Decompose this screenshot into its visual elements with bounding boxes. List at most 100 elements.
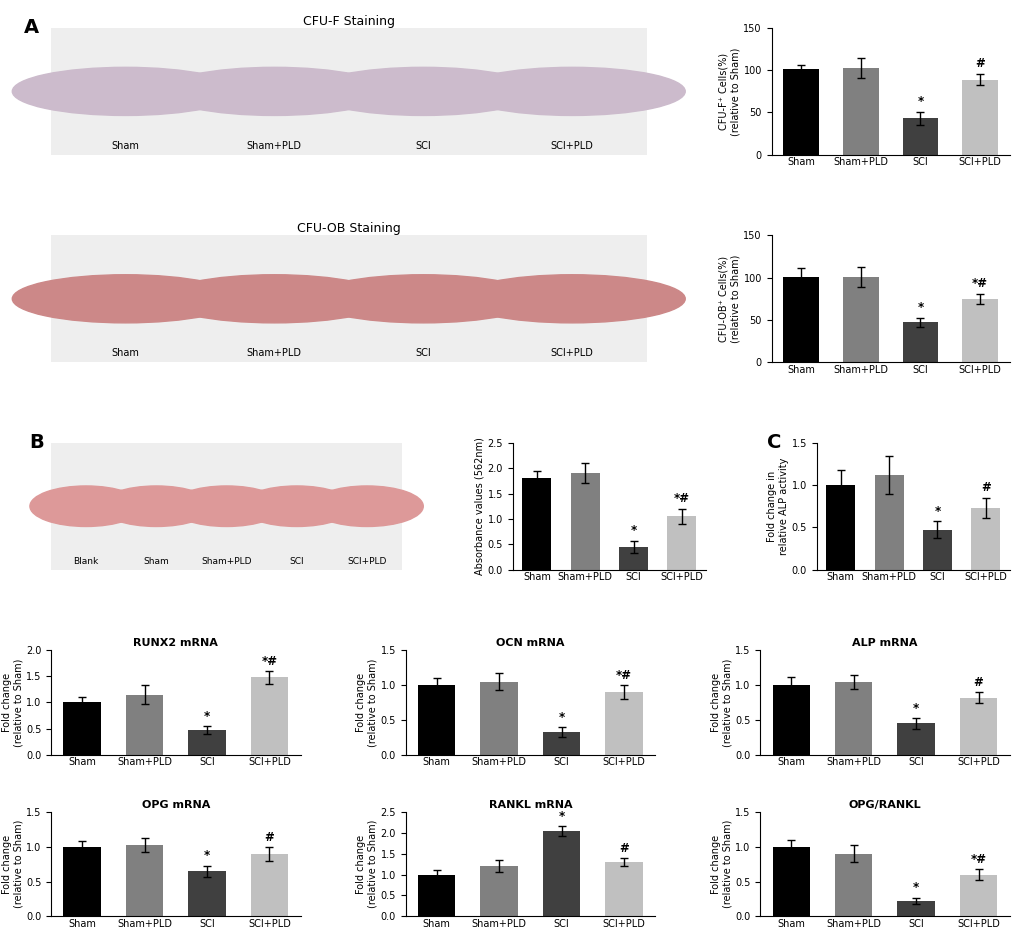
Text: *#: *# (261, 655, 277, 668)
Y-axis label: Fold change
(relative to Sham): Fold change (relative to Sham) (1, 658, 23, 747)
Bar (902, 323, 937, 362)
Bar (542, 732, 580, 755)
Text: C: C (766, 433, 782, 452)
Text: *#: *# (971, 277, 987, 290)
Bar (542, 831, 580, 916)
Text: *: * (912, 882, 918, 895)
Bar (961, 299, 997, 362)
Text: *#: *# (970, 853, 985, 866)
Circle shape (170, 486, 282, 526)
Y-axis label: Fold change
(relative to Sham): Fold change (relative to Sham) (710, 820, 732, 908)
Bar (835, 854, 871, 916)
Bar (897, 724, 934, 755)
Text: SCI: SCI (289, 556, 304, 566)
Circle shape (161, 67, 387, 115)
Bar (63, 847, 101, 916)
Text: *: * (204, 710, 210, 723)
Text: SCI: SCI (415, 349, 431, 358)
Text: *: * (558, 711, 565, 724)
Bar (783, 69, 818, 154)
Text: *: * (912, 701, 918, 714)
Y-axis label: Fold change
(relative to Sham): Fold change (relative to Sham) (710, 658, 732, 747)
Bar (522, 479, 551, 569)
Text: SCI: SCI (415, 141, 431, 151)
Y-axis label: Fold change
(relative to Sham): Fold change (relative to Sham) (356, 658, 377, 747)
Y-axis label: Fold change
(relative to Sham): Fold change (relative to Sham) (1, 820, 23, 908)
Text: Sham: Sham (144, 556, 169, 566)
Bar (666, 516, 696, 569)
Title: RUNX2 mRNA: RUNX2 mRNA (133, 638, 218, 648)
Bar (961, 79, 997, 154)
Bar (251, 854, 288, 916)
Bar (418, 685, 455, 755)
Bar (843, 67, 878, 154)
Text: #: # (264, 830, 274, 843)
Text: *: * (204, 849, 210, 862)
Bar (480, 866, 518, 916)
Bar (418, 874, 455, 916)
Bar (619, 547, 647, 569)
Text: Sham+PLD: Sham+PLD (247, 349, 302, 358)
Bar (922, 530, 951, 569)
Bar (873, 475, 903, 569)
Text: SCI+PLD: SCI+PLD (347, 556, 386, 566)
Y-axis label: CFU-F⁺ Cells(%)
(relative to Sham): CFU-F⁺ Cells(%) (relative to Sham) (718, 47, 740, 136)
Bar (970, 508, 1000, 569)
Title: RANKL mRNA: RANKL mRNA (488, 799, 572, 810)
Text: *: * (916, 94, 922, 108)
Text: *: * (933, 505, 940, 518)
Bar (783, 277, 818, 362)
Bar (189, 871, 225, 916)
Bar (771, 685, 809, 755)
Circle shape (240, 486, 353, 526)
Bar (771, 847, 809, 916)
Title: ALP mRNA: ALP mRNA (851, 638, 917, 648)
Title: CFU-OB Staining: CFU-OB Staining (297, 223, 400, 236)
Y-axis label: CFU-OB⁺ Cells(%)
(relative to Sham): CFU-OB⁺ Cells(%) (relative to Sham) (718, 254, 740, 343)
Text: A: A (23, 18, 39, 36)
Text: SCI+PLD: SCI+PLD (550, 349, 593, 358)
Circle shape (12, 67, 238, 115)
Title: OCN mRNA: OCN mRNA (495, 638, 565, 648)
Circle shape (12, 275, 238, 323)
Y-axis label: Absorbance values (562nm): Absorbance values (562nm) (475, 438, 484, 575)
Bar (897, 901, 934, 916)
Bar (902, 119, 937, 154)
Bar (480, 682, 518, 755)
Text: *: * (916, 301, 922, 314)
Bar (125, 845, 163, 916)
Circle shape (311, 486, 423, 526)
Y-axis label: Fold change
(relative to Sham): Fold change (relative to Sham) (356, 820, 377, 908)
Y-axis label: Fold change in
relative ALP activity: Fold change in relative ALP activity (766, 457, 788, 554)
Bar (125, 695, 163, 755)
Circle shape (459, 67, 685, 115)
Text: #: # (974, 57, 984, 70)
Text: Sham+PLD: Sham+PLD (247, 141, 302, 151)
Bar (251, 678, 288, 755)
Bar (189, 730, 225, 755)
Bar (835, 682, 871, 755)
Text: *#: *# (615, 669, 632, 682)
Text: #: # (973, 676, 982, 689)
Text: #: # (619, 842, 629, 855)
Circle shape (100, 486, 212, 526)
Bar (959, 874, 997, 916)
Text: B: B (30, 433, 44, 452)
Bar (825, 485, 854, 569)
Text: Sham+PLD: Sham+PLD (201, 556, 252, 566)
Circle shape (161, 275, 387, 323)
Bar (604, 862, 642, 916)
Bar (604, 692, 642, 755)
Text: *#: *# (674, 492, 689, 505)
Circle shape (310, 275, 536, 323)
Bar (843, 277, 878, 362)
Text: *: * (630, 524, 636, 537)
Title: CFU-F Staining: CFU-F Staining (303, 15, 394, 28)
Title: OPG mRNA: OPG mRNA (142, 799, 210, 810)
Bar (63, 702, 101, 755)
Circle shape (30, 486, 143, 526)
Text: Sham: Sham (111, 349, 140, 358)
Text: *: * (558, 810, 565, 823)
Text: SCI+PLD: SCI+PLD (550, 141, 593, 151)
Circle shape (459, 275, 685, 323)
